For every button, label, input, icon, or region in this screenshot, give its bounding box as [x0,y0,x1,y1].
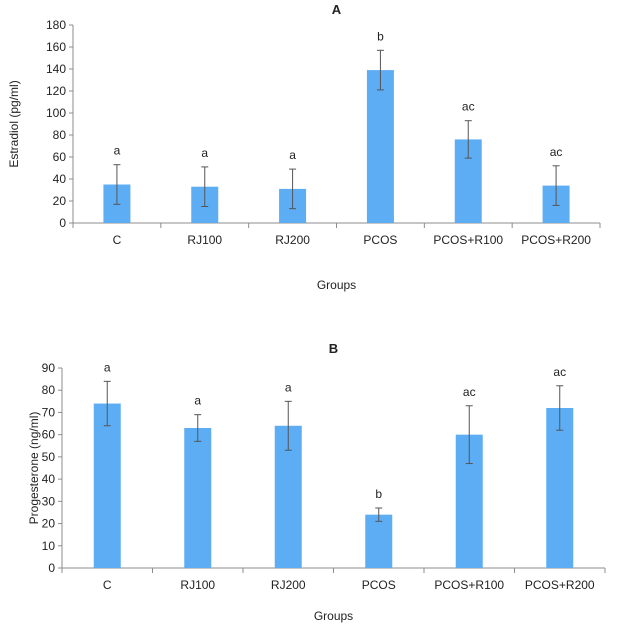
significance-label: b [377,29,384,43]
x-axis-label: Groups [314,609,353,623]
y-axis-label: Estradiol (pg/ml) [7,80,21,167]
x-category-label: C [103,578,112,592]
x-axis-label: Groups [317,278,356,292]
significance-label: a [201,146,208,160]
y-tick-label: 20 [42,517,56,531]
chart-progesterone: B 0 10 20 30 40 50 60 70 80 90 a Ca RJ100 a RJ200 b PCOS a… [27,341,606,623]
y-tick-label: 0 [48,561,55,575]
chart-title: A [332,2,342,17]
bar [546,408,574,568]
y-tick-label: 60 [42,428,56,442]
y-tick-label: 40 [42,472,56,486]
significance-label: a [194,394,201,408]
x-category-label: RJ100 [187,233,222,247]
x-category-label: PCOS+R100 [434,578,504,592]
y-tick-label: 40 [53,172,67,186]
significance-label: ac [550,145,563,159]
y-tick-label: 80 [53,128,67,142]
chart-estradiol: A 0 20 40 60 80 100 120 140 160 180 a Ca RJ100 a RJ200 b… [7,2,601,292]
y-tick-label: 60 [53,150,67,164]
y-tick-label: 90 [42,361,56,375]
significance-label: ac [462,100,475,114]
y-axis-label: Progesterone (ng/ml) [27,412,41,525]
bar [365,514,393,568]
bar [366,70,394,223]
y-tick-label: 100 [46,106,66,120]
significance-label: ac [553,365,566,379]
x-category-label: RJ200 [275,233,310,247]
x-category-label: PCOS+R200 [525,578,595,592]
y-tick-label: 80 [42,383,56,397]
y-tick-label: 140 [46,62,66,76]
x-category-label: PCOS [363,233,397,247]
bar [184,428,212,568]
y-tick-label: 0 [59,216,66,230]
y-tick-label: 30 [42,494,56,508]
significance-label: ac [463,385,476,399]
y-tick-label: 50 [42,450,56,464]
x-category-label: PCOS+R200 [521,233,591,247]
significance-label: a [114,144,121,158]
y-tick-label: 120 [46,84,66,98]
y-tick-label: 160 [46,40,66,54]
y-tick-label: 70 [42,405,56,419]
chart-title: B [329,341,338,356]
y-tick-label: 180 [46,18,66,32]
significance-label: b [375,487,382,501]
y-tick-label: 10 [42,539,56,553]
significance-label: a [289,148,296,162]
x-category-label: PCOS+R100 [433,233,503,247]
x-category-label: C [113,233,122,247]
significance-label: a [285,380,292,394]
bar [93,403,121,568]
y-tick-label: 20 [53,194,67,208]
x-category-label: RJ100 [180,578,215,592]
significance-label: a [104,360,111,374]
x-category-label: PCOS [362,578,396,592]
x-category-label: RJ200 [271,578,306,592]
